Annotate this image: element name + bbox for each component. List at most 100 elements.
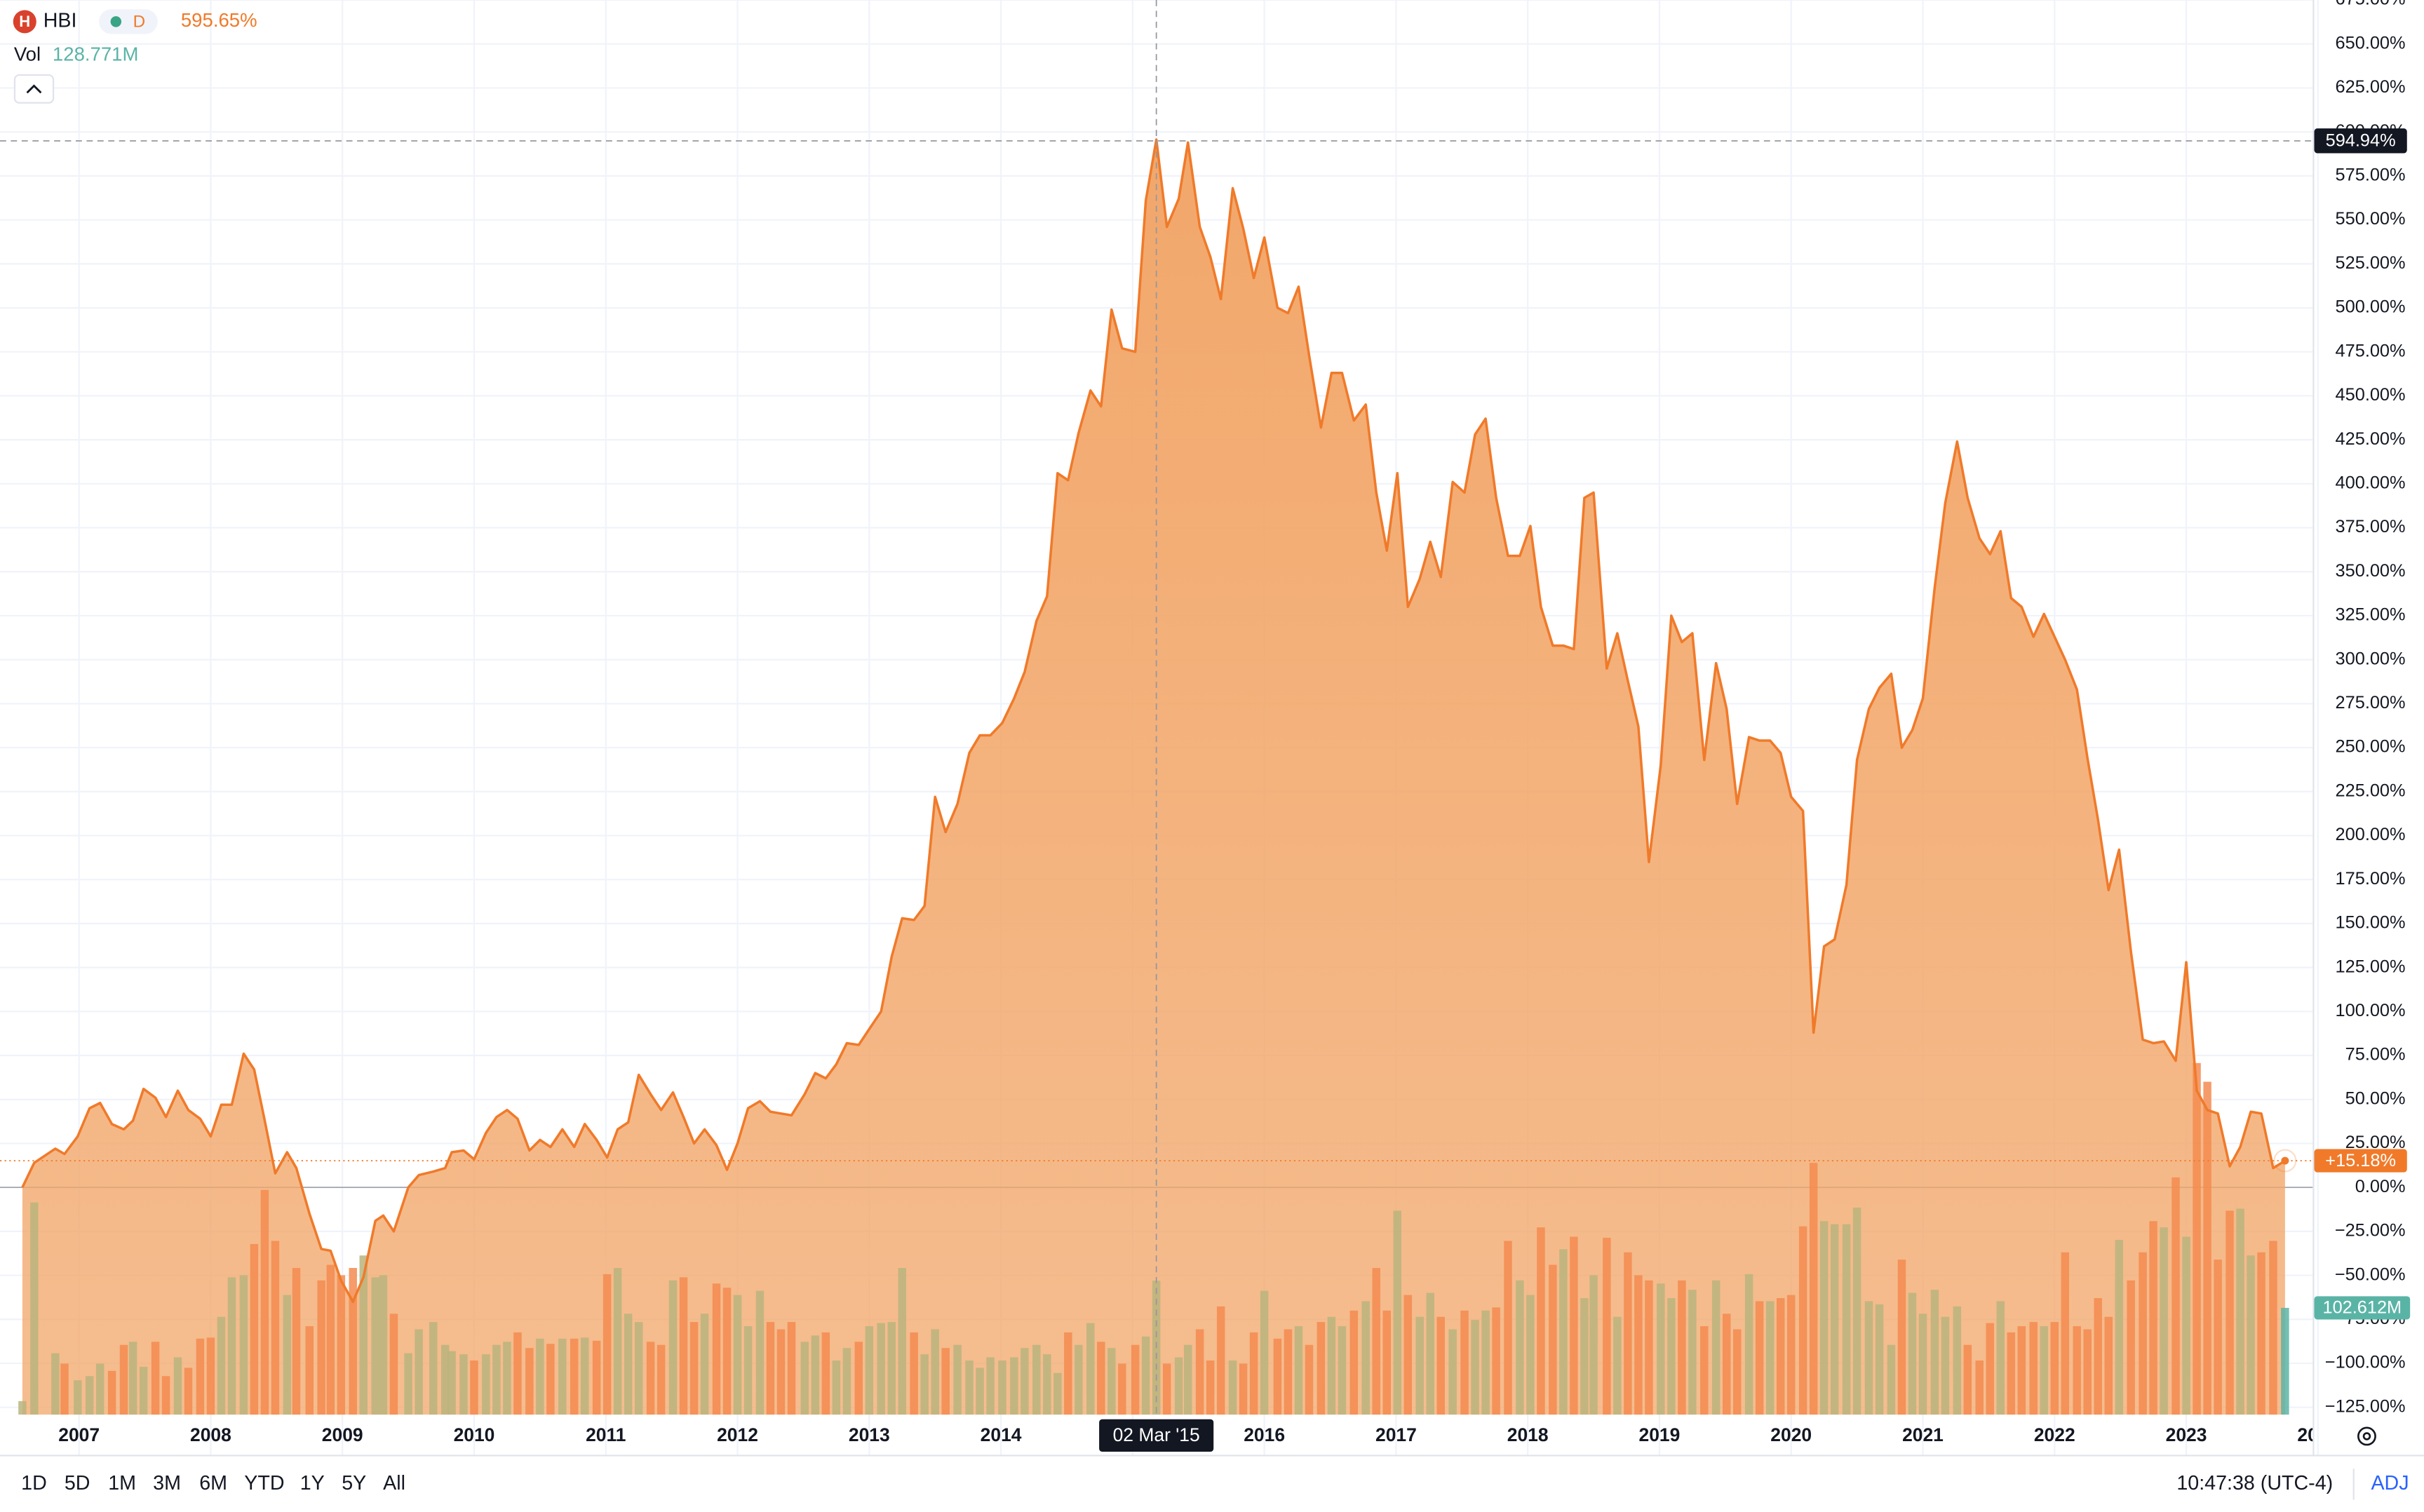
range-button[interactable]: 1M [108,1472,136,1494]
y-tick-label: 225.00% [2336,781,2406,800]
volume-last-box [2314,1296,2411,1320]
volume-bar [1107,1348,1116,1415]
range-button[interactable]: 1D [21,1472,47,1494]
volume-bar [1075,1344,1083,1415]
volume-bar [1382,1310,1391,1415]
volume-bar [2073,1326,2081,1415]
y-tick-label: 525.00% [2336,253,2406,273]
volume-bar [503,1342,511,1415]
range-button[interactable]: 1Y [300,1472,325,1494]
x-tick-label: 2021 [1902,1424,1944,1445]
volume-bar [184,1368,193,1415]
volume-bar [2050,1322,2059,1415]
volume-bar [558,1338,567,1415]
volume-bar [1043,1354,1051,1415]
settings-icon[interactable] [2357,1426,2376,1446]
y-tick-label: 175.00% [2336,869,2406,889]
volume-bar [1667,1298,1676,1415]
adjust-button[interactable]: ADJ [2371,1472,2409,1494]
volume-bar [1559,1249,1568,1415]
volume-bar [2007,1332,2016,1415]
volume-bar [1842,1224,1851,1415]
collapse-button[interactable] [13,74,55,104]
volume-bar [787,1322,796,1415]
volume-bar [1526,1295,1535,1415]
volume-bar [1162,1363,1171,1415]
y-tick-label: 575.00% [2336,166,2406,185]
volume-bar [271,1241,280,1415]
volume-bar [429,1322,438,1415]
range-button[interactable]: YTD [244,1472,284,1494]
volume-bar [2017,1326,2026,1415]
volume-bar [910,1332,918,1415]
volume-bar [689,1322,699,1415]
volume-bar [74,1380,82,1415]
y-tick-label: 0.00% [2355,1177,2406,1196]
volume-bar [941,1348,950,1415]
volume-bar [2257,1252,2265,1415]
volume-bar [2193,1062,2201,1415]
crosshair-y-label: 594.94% [2326,131,2396,151]
volume-bar [1021,1348,1029,1415]
y-axis: −125.00%−100.00%−75.00%−50.00%−25.00%0.0… [2325,0,2406,1416]
x-tick-label: 2024 [2297,1424,2338,1445]
volume-bar [1613,1316,1622,1415]
volume-bar [722,1288,732,1415]
volume-bar [1688,1290,1697,1415]
y-tick-label: 500.00% [2336,297,2406,317]
volume-bar [1010,1357,1018,1415]
volume-layer [18,1062,2289,1415]
overlay: +15.18% 102.612M 594.94% 02 Mar '15 [0,0,2411,1452]
volume-bar [1819,1221,1829,1415]
volume-bar [1986,1323,1994,1415]
volume-bar [668,1280,678,1415]
volume-bar [1897,1260,1906,1415]
volume-bar [624,1314,633,1415]
y-tick-label: −100.00% [2325,1353,2406,1372]
volume-bar [1733,1329,1742,1415]
volume-bar [766,1322,775,1415]
volume-bar [1918,1314,1927,1415]
volume-bar [1415,1316,1424,1415]
volume-bar [998,1360,1006,1415]
range-button[interactable]: All [383,1472,405,1494]
volume-bar [326,1264,335,1415]
legend: H HBI D 595.65% Vol 128.771M [13,9,257,104]
volume-bar [107,1370,116,1415]
volume-bar [119,1344,128,1415]
volume-bar [1183,1344,1192,1415]
range-button[interactable]: 5Y [342,1472,366,1494]
volume-bar [1657,1283,1665,1415]
volume-bar [1875,1304,1884,1415]
y-tick-label: 200.00% [2336,825,2406,844]
volume-bar [95,1363,105,1415]
area-layer [22,140,2285,1415]
volume-bar [986,1357,995,1415]
volume-bar [239,1275,248,1415]
x-tick-label: 2017 [1375,1424,1417,1445]
volume-bar [2104,1316,2113,1415]
volume-bar [2061,1252,2070,1415]
volume-bar [1141,1336,1150,1415]
volume-bar [1953,1306,1962,1415]
volume-bar [85,1376,94,1415]
range-button[interactable]: 3M [153,1472,181,1494]
volume-bar [1809,1163,1818,1415]
range-button[interactable]: 6M [199,1472,227,1494]
volume-bar [2127,1280,2135,1415]
crosshair-y-box [2314,128,2407,154]
x-tick-label: 2013 [849,1424,890,1445]
volume-bar [1798,1226,1807,1415]
volume-bar [2172,1177,2180,1415]
volume-bar [470,1360,478,1415]
volume-bar [1603,1237,1611,1415]
x-tick-label: 2008 [190,1424,231,1445]
volume-bar [389,1314,398,1415]
volume-bar [227,1277,236,1415]
volume-bar [1097,1342,1105,1415]
volume-bar [2083,1329,2092,1415]
range-button[interactable]: 5D [65,1472,90,1494]
volume-name: Vol [14,43,41,65]
volume-bar [842,1348,851,1415]
